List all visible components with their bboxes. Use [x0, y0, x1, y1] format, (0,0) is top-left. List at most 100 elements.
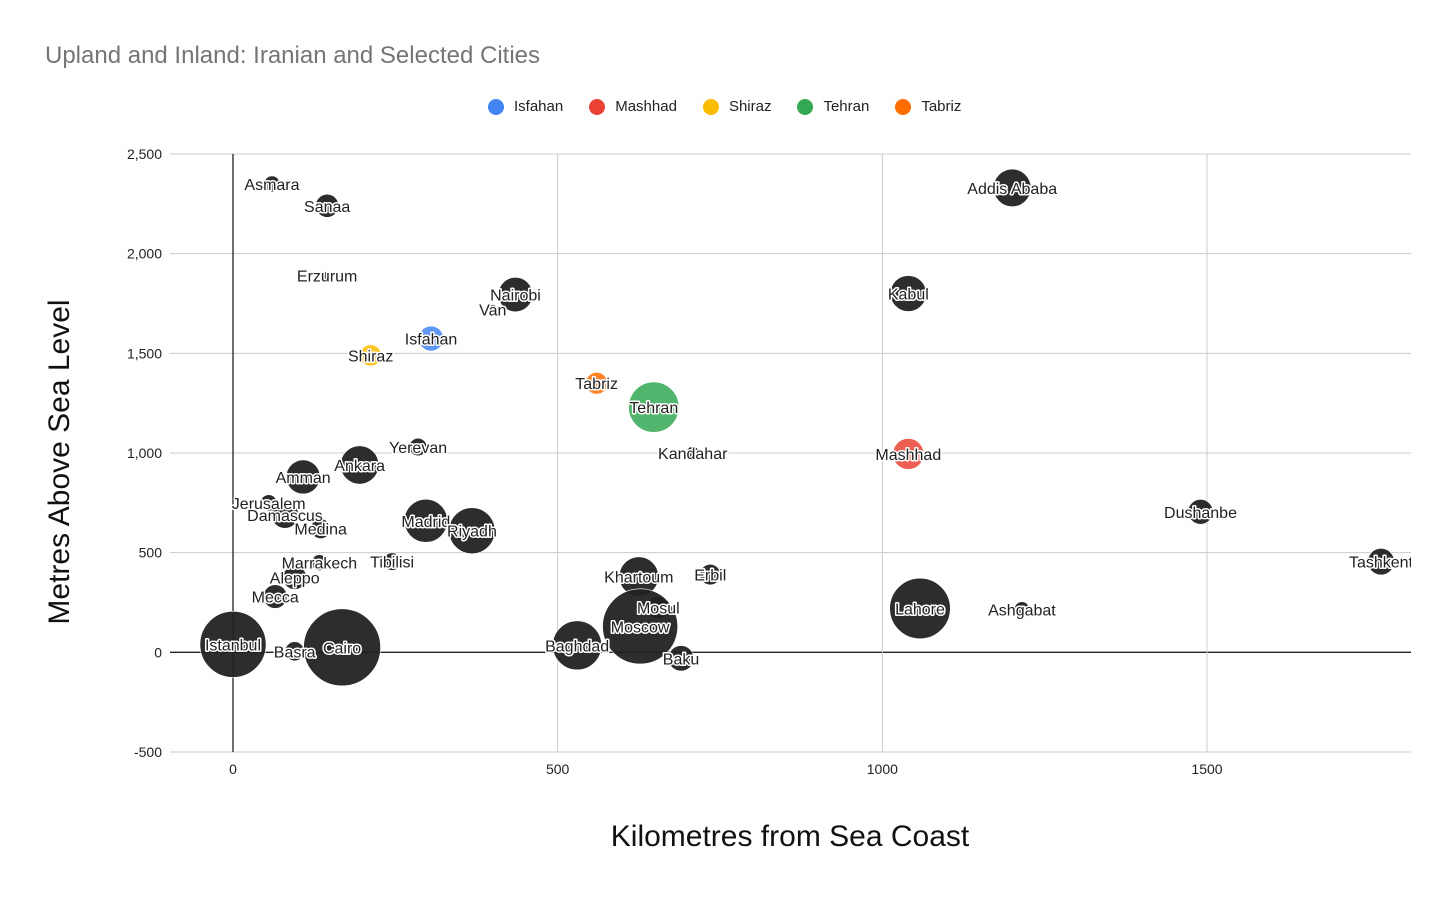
bubble-kandahar[interactable]: [685, 446, 700, 460]
bubble-tashkent[interactable]: [1367, 548, 1395, 576]
data-label-sanaa: Sanaa: [304, 199, 350, 216]
bubble-nairobi[interactable]: [497, 277, 533, 313]
bubble-ankara[interactable]: [340, 445, 380, 485]
legend-item-tehran[interactable]: Tehran: [797, 98, 869, 115]
y-tick-label: 1,000: [127, 445, 162, 461]
data-label-baghdad: Baghdad: [545, 638, 609, 655]
bubble-aleppo[interactable]: [282, 565, 307, 590]
bubble-mashhad[interactable]: [892, 438, 925, 470]
data-label-ashgabat: Ashgabat: [988, 602, 1056, 619]
legend-label-mashhad: Mashhad: [615, 98, 677, 115]
data-label-amman: Amman: [276, 470, 331, 487]
bubble-van[interactable]: [487, 304, 499, 315]
bubble-moscow[interactable]: [602, 588, 678, 665]
bubble-dushanbe[interactable]: [1187, 499, 1214, 525]
data-label-lahore: Lahore: [895, 601, 945, 618]
bubble-tibilisi[interactable]: [382, 552, 402, 571]
y-tick-label: 2,500: [127, 146, 162, 162]
bubble-erzurum[interactable]: [322, 271, 332, 281]
bubble-tabriz[interactable]: [585, 371, 608, 395]
data-label-isfahan: Isfahan: [405, 332, 457, 349]
x-tick-label: 1500: [1191, 761, 1222, 777]
legend-item-tabriz[interactable]: Tabriz: [895, 98, 961, 115]
legend-marker-tabriz: [895, 98, 912, 115]
data-label-tehran: Tehran: [629, 400, 678, 417]
data-label-damascus: Damascus: [247, 508, 323, 525]
bubble-sanaa[interactable]: [315, 193, 340, 218]
bubble-medina[interactable]: [310, 518, 331, 539]
bubbles: [199, 168, 1395, 687]
data-label-mosul: Mosul: [637, 600, 680, 617]
legend: Isfahan Mashhad Shiraz Tehran Tabriz: [488, 98, 987, 115]
data-label-aleppo: Aleppo: [270, 571, 320, 588]
bubble-yerevan[interactable]: [408, 437, 428, 457]
y-axis-title: Metres Above Sea Level: [43, 299, 76, 625]
data-label-ankara: Ankara: [334, 458, 385, 475]
bubble-mecca[interactable]: [263, 584, 288, 609]
data-label-nairobi: Nairobi: [490, 288, 541, 305]
bubble-istanbul[interactable]: [199, 610, 267, 678]
data-label-baku: Baku: [663, 651, 699, 668]
legend-label-isfahan: Isfahan: [514, 98, 564, 115]
legend-label-tabriz: Tabriz: [921, 98, 962, 115]
data-label-van: Van: [479, 302, 506, 319]
bubble-cairo[interactable]: [303, 608, 381, 687]
bubble-amman[interactable]: [285, 459, 321, 495]
legend-label-shiraz: Shiraz: [728, 98, 772, 115]
bubble-jerusalem[interactable]: [260, 494, 278, 512]
data-label-dushanbe: Dushanbe: [1164, 505, 1237, 522]
bubble-lahore[interactable]: [889, 577, 951, 640]
y-tick-label: 2,000: [127, 246, 162, 262]
data-label-madrid: Madrid: [401, 514, 450, 531]
legend-marker-mashhad: [589, 98, 606, 115]
bubble-madrid[interactable]: [403, 498, 448, 543]
legend-label-tehran: Tehran: [823, 98, 870, 115]
data-label-kabul: Kabul: [888, 287, 929, 304]
bubble-marrakech[interactable]: [311, 554, 328, 571]
bubble-erbil[interactable]: [699, 564, 721, 586]
legend-item-isfahan[interactable]: Isfahan: [488, 98, 563, 115]
data-label-erbil: Erbil: [694, 568, 726, 585]
data-label-erzurum: Erzurum: [297, 269, 357, 286]
legend-item-shiraz[interactable]: Shiraz: [702, 98, 772, 115]
bubble-shiraz[interactable]: [359, 344, 382, 367]
bubble-tehran[interactable]: [628, 381, 680, 433]
y-tick-label: 1,500: [127, 345, 162, 361]
data-label-cairo: Cairo: [323, 640, 361, 657]
data-label-moscow: Moscow: [611, 619, 670, 636]
data-label-addis-ababa: Addis Ababa: [967, 181, 1057, 198]
bubble-damascus[interactable]: [271, 500, 299, 529]
y-tick-label: 0: [154, 644, 162, 660]
data-label-riyadh: Riyadh: [447, 524, 497, 541]
x-axis-title: Kilometres from Sea Coast: [610, 820, 970, 853]
gridlines: [170, 153, 1411, 753]
legend-marker-tehran: [797, 98, 814, 115]
y-tick-label: 500: [139, 545, 163, 561]
bubble-kabul[interactable]: [889, 275, 927, 312]
x-tick-label: 500: [546, 761, 570, 777]
x-tick-label: 1000: [867, 761, 898, 777]
data-label-tabriz: Tabriz: [575, 376, 618, 393]
bubble-asmara[interactable]: [263, 175, 281, 193]
data-label-shiraz: Shiraz: [348, 348, 393, 365]
data-label-basra: Basra: [274, 644, 316, 661]
data-label-tashkent: Tashkent: [1349, 555, 1414, 572]
data-label-jerusalem: Jerusalem: [232, 496, 306, 513]
bubble-baghdad[interactable]: [552, 620, 602, 671]
legend-item-mashhad[interactable]: Mashhad: [589, 98, 677, 115]
bubble-baku[interactable]: [668, 645, 695, 672]
data-label-khartoum: Khartoum: [604, 570, 673, 587]
axes: -500 0 500 1,000 1,500 2,000 2,500 0 500 1000 1500: [127, 146, 1223, 777]
bubble-isfahan[interactable]: [418, 325, 444, 352]
legend-marker-isfahan: [488, 98, 504, 115]
legend-marker-shiraz: [702, 98, 719, 115]
bubble-ashgabat[interactable]: [1013, 601, 1030, 618]
data-label-istanbul: Istanbul: [205, 637, 261, 654]
chart-title: Upland and Inland: Iranian and Selected …: [45, 42, 540, 69]
x-tick-label: 0: [229, 761, 237, 777]
data-label-kandahar: Kandahar: [658, 446, 728, 463]
bubble-riyadh[interactable]: [448, 507, 496, 555]
bubble-addis-ababa[interactable]: [993, 168, 1032, 207]
